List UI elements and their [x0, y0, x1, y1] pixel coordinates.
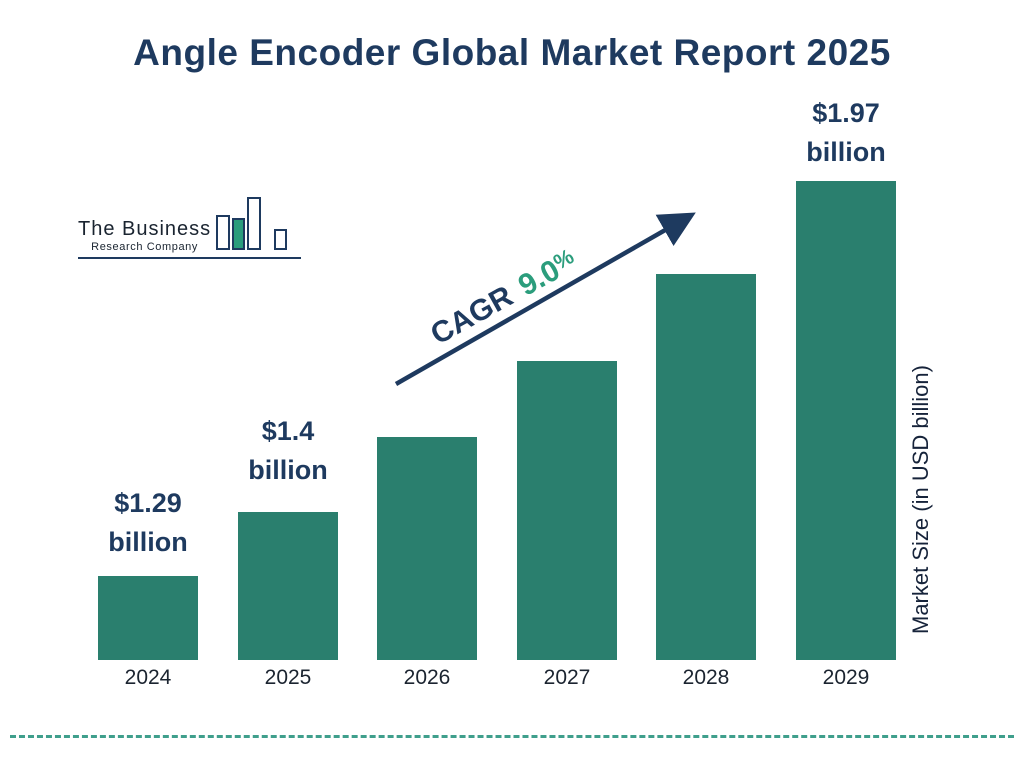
value-label-2024: $1.29 billion [68, 484, 228, 562]
value-amount: $1.97 [812, 98, 880, 128]
value-amount: $1.4 [261, 416, 315, 446]
x-tick-2026: 2026 [403, 666, 451, 689]
cagr-annotation: CAGR9.0% [395, 227, 616, 373]
x-tick-2025: 2025 [264, 666, 312, 689]
value-unit: billion [108, 527, 188, 557]
x-tick-2028: 2028 [682, 666, 730, 689]
value-label-2025: $1.4 billion [208, 412, 368, 490]
value-label-2029: $1.97 billion [766, 94, 926, 172]
logo-text: The Business Research Company [78, 218, 211, 255]
y-axis-label: Market Size (in USD billion) [908, 365, 933, 635]
x-tick-2024: 2024 [124, 666, 172, 689]
bar-2028 [656, 274, 756, 660]
logo-bars-icon [215, 192, 301, 255]
bar-2026 [377, 437, 477, 660]
logo-subname: Research Company [91, 241, 198, 253]
company-logo: The Business Research Company [78, 192, 302, 259]
page-title: Angle Encoder Global Market Report 2025 [133, 32, 891, 73]
bar-2029 [796, 181, 896, 660]
x-tick-2027: 2027 [543, 666, 591, 689]
bar-2024 [98, 576, 198, 660]
bar-2025 [238, 512, 338, 660]
bar-2027 [517, 361, 617, 660]
value-unit: billion [806, 137, 886, 167]
value-unit: billion [248, 455, 328, 485]
x-tick-2029: 2029 [822, 666, 870, 689]
bottom-dashed-line [10, 735, 1014, 738]
cagr-prefix: CAGR [425, 279, 519, 352]
value-amount: $1.29 [114, 488, 182, 518]
logo-name: The Business [78, 218, 212, 240]
